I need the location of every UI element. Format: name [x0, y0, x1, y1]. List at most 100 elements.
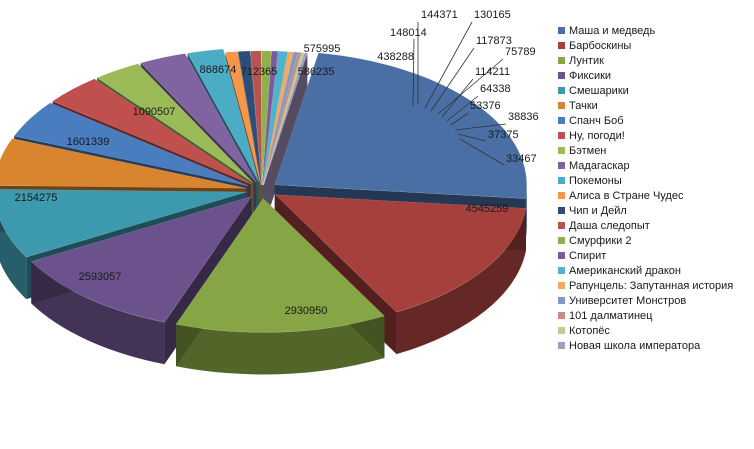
- data-label-19: 38836: [508, 111, 539, 123]
- leader-line-14: [430, 47, 475, 112]
- pie-slice-3: [30, 196, 253, 323]
- legend-swatch-19: [558, 312, 565, 319]
- pie-slice-11: [225, 51, 262, 185]
- pie-slice-2: [175, 198, 385, 333]
- legend-label-15: Спирит: [569, 250, 606, 262]
- data-label-0: 4545259: [466, 203, 509, 215]
- legend-label-12: Чип и Дейл: [569, 205, 627, 217]
- pie-slice-18: [262, 51, 299, 186]
- pie-slice-20: [263, 52, 305, 186]
- legend-swatch-3: [558, 72, 565, 79]
- legend-swatch-17: [558, 282, 565, 289]
- data-label-6: 868674: [200, 64, 237, 76]
- leader-line-13: [424, 21, 473, 109]
- data-label-8: 586235: [298, 66, 335, 78]
- pie-slice-1: [274, 194, 527, 313]
- leader-line-19: [454, 123, 507, 131]
- pie-slice-0: [274, 52, 528, 199]
- legend-swatch-16: [558, 267, 565, 274]
- leader-line-20: [457, 133, 487, 142]
- legend-swatch-20: [558, 327, 565, 334]
- legend-label-7: Ну, погоди!: [569, 130, 625, 142]
- pie-slice-17: [262, 51, 294, 185]
- legend-swatch-18: [558, 297, 565, 304]
- data-label-10: 438288: [377, 51, 414, 63]
- legend-swatch-2: [558, 57, 565, 64]
- pie-slice-8: [96, 63, 254, 184]
- legend-label-5: Тачки: [569, 100, 598, 112]
- legend-label-19: 101 далматинец: [569, 310, 653, 322]
- pie-cut-21-1: [263, 53, 308, 227]
- legend-label-8: Бэтмен: [569, 145, 606, 157]
- pie-slice-16: [262, 50, 289, 185]
- pie-slice-7: [52, 78, 251, 185]
- legend-swatch-10: [558, 177, 565, 184]
- legend-swatch-21: [558, 342, 565, 349]
- legend-label-13: Даша следопыт: [569, 220, 650, 232]
- data-label-3: 2154275: [15, 192, 58, 204]
- legend-swatch-6: [558, 117, 565, 124]
- pie-area: [0, 48, 528, 375]
- pie-slice-10: [187, 48, 259, 182]
- legend-swatch-7: [558, 132, 565, 139]
- legend-swatch-1: [558, 42, 565, 49]
- legend-swatch-8: [558, 147, 565, 154]
- pie-slice-4: [0, 189, 247, 258]
- leader-line-11: [412, 38, 415, 107]
- legend-swatch-13: [558, 222, 565, 229]
- data-label-5: 1090507: [133, 106, 176, 118]
- legend-label-20: Котопёс: [569, 325, 610, 337]
- data-label-18: 53376: [470, 100, 501, 112]
- legend-label-18: Университет Монстров: [569, 295, 686, 307]
- legend-label-1: Барбоскины: [569, 40, 631, 52]
- legend-swatch-15: [558, 252, 565, 259]
- pie-slice-15: [262, 50, 279, 185]
- legend-swatch-11: [558, 192, 565, 199]
- legend-label-10: Покемоны: [569, 175, 622, 187]
- legend-label-2: Лунтик: [569, 55, 604, 67]
- legend-label-6: Спанч Боб: [569, 115, 624, 127]
- data-label-15: 75789: [505, 46, 536, 58]
- pie-side-2: [176, 315, 385, 375]
- pie-slice-5: [0, 138, 247, 189]
- legend-swatch-5: [558, 102, 565, 109]
- legend-label-14: Смурфики 2: [569, 235, 631, 247]
- data-label-9: 575995: [304, 43, 341, 55]
- pie-slice-6: [13, 102, 249, 186]
- data-labels: 4545259 2930950 2593057 2154275 1601339 10905…: [15, 9, 539, 317]
- legend-label-11: Алиса в Стране Чудес: [569, 190, 684, 202]
- pie-slice-21: [263, 52, 308, 186]
- pie-slice-9: [140, 53, 257, 183]
- data-label-14: 117873: [476, 35, 512, 47]
- legend-label-3: Фиксики: [569, 70, 611, 82]
- leader-line-16: [441, 78, 474, 118]
- pie-slice-14: [261, 50, 272, 185]
- leader-line-18: [450, 112, 469, 126]
- legend-label-9: Мадагаскар: [569, 160, 630, 172]
- data-label-12: 144371: [421, 9, 458, 21]
- legend-label-16: Американский дракон: [569, 265, 681, 277]
- data-label-20: 37375: [488, 129, 519, 141]
- data-label-1: 2930950: [285, 305, 328, 317]
- legend-swatch-9: [558, 162, 565, 169]
- legend-label-0: Маша и медведь: [569, 25, 655, 37]
- data-label-21: 33467: [506, 153, 537, 165]
- data-label-7: 712365: [241, 66, 278, 78]
- data-label-4: 1601339: [67, 136, 110, 148]
- legend-swatch-14: [558, 237, 565, 244]
- pie-side-1: [396, 208, 527, 355]
- data-label-17: 64338: [480, 83, 511, 95]
- pie-side-4: [0, 219, 27, 300]
- data-label-13: 130165: [474, 9, 511, 21]
- data-label-11: 148014: [390, 27, 427, 39]
- leader-line-21: [459, 138, 505, 166]
- legend-swatch-4: [558, 87, 565, 94]
- legend-label-17: Рапунцель: Запутанная история: [569, 280, 733, 292]
- leader-line-15: [437, 58, 504, 115]
- legend-label-21: Новая школа императора: [569, 340, 701, 352]
- legend: Маша и медведь Барбоскины Лунтик Фиксики Сме…: [558, 25, 733, 352]
- data-label-2: 2593057: [79, 271, 122, 283]
- pie-slice-13: [250, 50, 263, 185]
- data-label-16: 114211: [475, 66, 510, 78]
- legend-swatch-0: [558, 27, 565, 34]
